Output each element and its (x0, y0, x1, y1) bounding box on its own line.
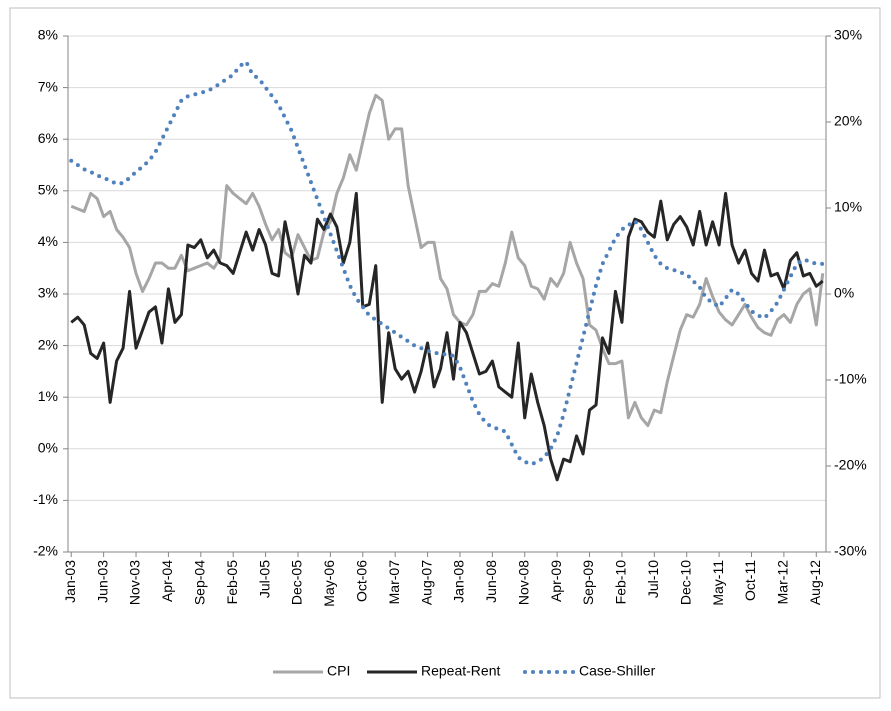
x-tick-label: May-06 (321, 560, 337, 607)
x-tick-label: Dec-05 (289, 560, 305, 605)
legend-label: CPI (327, 663, 350, 679)
y2-tick-label: 20% (834, 113, 862, 129)
x-tick-label: Nov-03 (127, 560, 143, 605)
x-tick-label: Aug-07 (418, 560, 434, 605)
y-tick-label: 0% (38, 440, 58, 456)
y2-tick-label: 30% (834, 27, 862, 43)
x-tick-label: Oct-11 (742, 560, 758, 601)
x-tick-label: Feb-05 (224, 560, 240, 605)
x-tick-label: Mar-12 (775, 560, 791, 605)
series-line (70, 93, 825, 428)
y2-tick-label: 10% (834, 199, 862, 215)
x-tick-label: Jun-08 (483, 560, 499, 603)
series-line (70, 191, 824, 482)
x-tick-label: Oct-06 (353, 560, 369, 602)
x-tick-label: Jul-05 (256, 560, 272, 598)
x-tick-label: May-11 (710, 560, 726, 606)
y-tick-label: 5% (38, 182, 58, 198)
y-tick-label: 7% (38, 78, 58, 94)
x-tick-label: Jun-03 (94, 560, 110, 603)
x-tick-label: Sep-09 (580, 560, 596, 605)
y-tick-label: 8% (38, 27, 58, 43)
x-tick-label: Apr-04 (159, 560, 175, 602)
y-tick-label: -1% (33, 491, 58, 507)
x-tick-label: Sep-04 (192, 560, 208, 605)
y-tick-label: -2% (33, 543, 58, 559)
y2-tick-label: -20% (834, 457, 867, 473)
y-tick-label: 6% (38, 130, 58, 146)
y2-tick-label: 0% (834, 285, 854, 301)
y-tick-label: 3% (38, 285, 58, 301)
x-tick-label: Jul-10 (645, 560, 661, 598)
x-tick-label: Apr-09 (548, 560, 564, 602)
x-tick-label: Aug-12 (807, 560, 823, 605)
x-tick-label: Nov-08 (515, 560, 531, 605)
x-tick-label: Feb-10 (613, 560, 629, 605)
series-line (69, 59, 825, 467)
x-tick-label: Mar-07 (386, 560, 402, 605)
chart-frame (9, 7, 881, 699)
y-tick-label: 1% (38, 388, 58, 404)
x-tick-label: Jan-08 (451, 560, 467, 603)
y2-tick-label: -10% (834, 371, 867, 387)
x-tick-label: Dec-10 (677, 560, 693, 605)
legend-label: Case-Shiller (579, 663, 656, 679)
y-tick-label: 4% (38, 233, 58, 249)
y-tick-label: 2% (38, 336, 58, 352)
legend-label: Repeat-Rent (421, 663, 500, 679)
x-tick-label: Jan-03 (62, 560, 78, 603)
y2-tick-label: -30% (834, 543, 867, 559)
